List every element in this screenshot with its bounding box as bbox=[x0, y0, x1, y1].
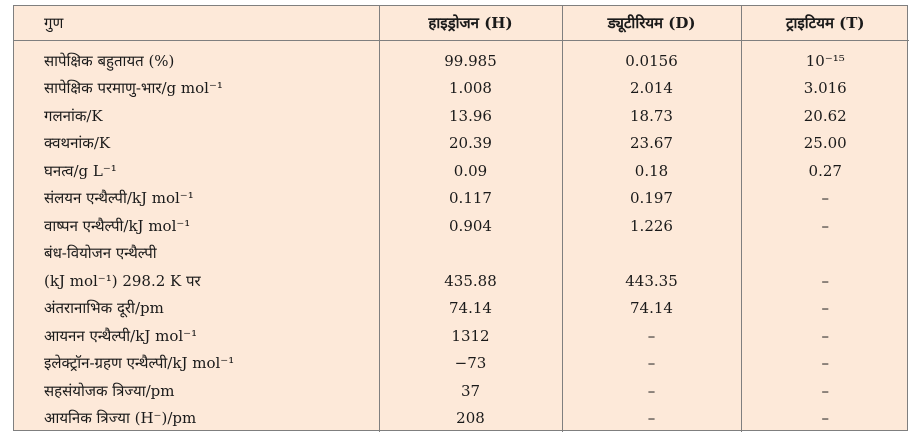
hydrogen-isotopes-table: गुण हाइड्रोजन (H) ड्यूटीरियम (D) ट्राइटि… bbox=[14, 6, 909, 432]
property-cell: सहसंयोजक त्रिज्या/pm bbox=[44, 381, 175, 400]
hydrogen-cell: 37 bbox=[378, 377, 562, 405]
table-row: गलनांक/K 13.96 18.73 20.62 bbox=[14, 102, 909, 130]
properties-table-frame: गुण हाइड्रोजन (H) ड्यूटीरियम (D) ट्राइटि… bbox=[13, 5, 909, 432]
deuterium-cell: 443.35 bbox=[561, 267, 741, 295]
header-tritium: ट्राइटियम (T) bbox=[740, 6, 909, 41]
deuterium-cell: 0.197 bbox=[561, 184, 741, 212]
deuterium-cell bbox=[561, 239, 741, 267]
deuterium-cell: 2.014 bbox=[561, 74, 741, 102]
tritium-cell: – bbox=[740, 184, 909, 212]
property-cell: सापेक्षिक बहुतायत (%) bbox=[44, 51, 175, 70]
hydrogen-cell: 1312 bbox=[378, 322, 562, 350]
deuterium-cell: 0.18 bbox=[561, 157, 741, 185]
hydrogen-cell: −73 bbox=[378, 349, 562, 377]
property-cell: आयनन एन्थैल्पी/kJ mol⁻¹ bbox=[44, 326, 198, 345]
tritium-cell: 0.27 bbox=[740, 157, 909, 185]
property-cell: इलेक्ट्रॉन-ग्रहण एन्थैल्पी/kJ mol⁻¹ bbox=[44, 354, 235, 373]
deuterium-cell: – bbox=[561, 377, 741, 405]
deuterium-cell: 0.0156 bbox=[561, 40, 741, 75]
tritium-cell: – bbox=[740, 294, 909, 322]
property-cell: सापेक्षिक परमाणु-भार/g mol⁻¹ bbox=[44, 79, 223, 98]
deuterium-cell: – bbox=[561, 322, 741, 350]
deuterium-cell: – bbox=[561, 404, 741, 432]
header-property: गुण bbox=[14, 6, 379, 41]
tritium-cell: – bbox=[740, 322, 909, 350]
header-hydrogen: हाइड्रोजन (H) bbox=[378, 6, 562, 41]
tritium-cell: – bbox=[740, 267, 909, 295]
table-row: संलयन एन्थैल्पी/kJ mol⁻¹ 0.117 0.197 – bbox=[14, 184, 909, 212]
table-row: क्वथनांक/K 20.39 23.67 25.00 bbox=[14, 129, 909, 157]
hydrogen-cell: 0.904 bbox=[378, 212, 562, 240]
tritium-cell: 3.016 bbox=[740, 74, 909, 102]
tritium-cell: 10⁻¹⁵ bbox=[740, 40, 909, 75]
tritium-cell: 20.62 bbox=[740, 102, 909, 130]
deuterium-cell: 18.73 bbox=[561, 102, 741, 130]
table-row: घनत्व/g L⁻¹ 0.09 0.18 0.27 bbox=[14, 157, 909, 185]
property-cell: गलनांक/K bbox=[44, 106, 103, 125]
property-cell: बंध-वियोजन एन्थैल्पी bbox=[44, 244, 157, 263]
table-row: आयनिक त्रिज्या (H⁻)/pm 208 – – bbox=[14, 404, 909, 432]
tritium-cell: – bbox=[740, 349, 909, 377]
deuterium-cell: 1.226 bbox=[561, 212, 741, 240]
table-row: सापेक्षिक परमाणु-भार/g mol⁻¹ 1.008 2.014… bbox=[14, 74, 909, 102]
property-cell: (kJ mol⁻¹) 298.2 K पर bbox=[44, 271, 201, 290]
table-row: आयनन एन्थैल्पी/kJ mol⁻¹ 1312 – – bbox=[14, 322, 909, 350]
table-row: (kJ mol⁻¹) 298.2 K पर 435.88 443.35 – bbox=[14, 267, 909, 295]
hydrogen-cell: 0.09 bbox=[378, 157, 562, 185]
hydrogen-cell: 1.008 bbox=[378, 74, 562, 102]
header-deuterium: ड्यूटीरियम (D) bbox=[561, 6, 741, 41]
table-row: सहसंयोजक त्रिज्या/pm 37 – – bbox=[14, 377, 909, 405]
tritium-cell bbox=[740, 239, 909, 267]
hydrogen-cell: 13.96 bbox=[378, 102, 562, 130]
hydrogen-cell: 99.985 bbox=[378, 40, 562, 75]
hydrogen-cell: 208 bbox=[378, 404, 562, 432]
deuterium-cell: 74.14 bbox=[561, 294, 741, 322]
table-row: इलेक्ट्रॉन-ग्रहण एन्थैल्पी/kJ mol⁻¹ −73 … bbox=[14, 349, 909, 377]
tritium-cell: – bbox=[740, 212, 909, 240]
property-cell: क्वथनांक/K bbox=[44, 134, 111, 153]
deuterium-cell: 23.67 bbox=[561, 129, 741, 157]
tritium-cell: – bbox=[740, 377, 909, 405]
property-cell: आयनिक त्रिज्या (H⁻)/pm bbox=[44, 409, 197, 428]
hydrogen-cell bbox=[378, 239, 562, 267]
tritium-cell: 25.00 bbox=[740, 129, 909, 157]
property-cell: वाष्पन एन्थैल्पी/kJ mol⁻¹ bbox=[44, 216, 191, 235]
table-row: वाष्पन एन्थैल्पी/kJ mol⁻¹ 0.904 1.226 – bbox=[14, 212, 909, 240]
table-header-row: गुण हाइड्रोजन (H) ड्यूटीरियम (D) ट्राइटि… bbox=[14, 6, 909, 41]
property-cell: संलयन एन्थैल्पी/kJ mol⁻¹ bbox=[44, 189, 194, 208]
hydrogen-cell: 435.88 bbox=[378, 267, 562, 295]
hydrogen-cell: 0.117 bbox=[378, 184, 562, 212]
property-cell: घनत्व/g L⁻¹ bbox=[44, 161, 117, 180]
tritium-cell: – bbox=[740, 404, 909, 432]
table-row: बंध-वियोजन एन्थैल्पी bbox=[14, 239, 909, 267]
property-cell: अंतरानाभिक दूरी/pm bbox=[44, 299, 164, 318]
hydrogen-cell: 74.14 bbox=[378, 294, 562, 322]
hydrogen-cell: 20.39 bbox=[378, 129, 562, 157]
table-row: सापेक्षिक बहुतायत (%) 99.985 0.0156 10⁻¹… bbox=[14, 40, 909, 75]
deuterium-cell: – bbox=[561, 349, 741, 377]
table-row: अंतरानाभिक दूरी/pm 74.14 74.14 – bbox=[14, 294, 909, 322]
